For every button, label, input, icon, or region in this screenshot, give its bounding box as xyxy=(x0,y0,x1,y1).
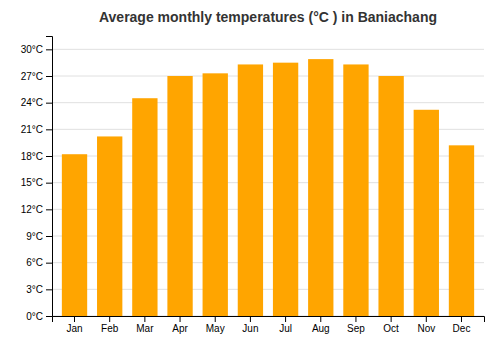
y-tick-mark xyxy=(46,129,52,130)
bar xyxy=(238,64,263,316)
x-tick-mark xyxy=(461,316,462,322)
bar xyxy=(414,110,439,316)
bar xyxy=(343,64,368,316)
grid-line xyxy=(52,76,484,77)
x-tick-mark xyxy=(109,316,110,322)
y-tick: 3°C xyxy=(26,284,52,295)
grid-line xyxy=(52,102,484,103)
x-tick-label: Dec xyxy=(453,323,471,334)
plot: 0°C 3°C 6°C 9°C 12°C 15°C 18°C 21°C 24°C 27°C 30°C… xyxy=(21,37,485,335)
y-tick: 0°C xyxy=(26,311,52,322)
y-tick-label: 24°C xyxy=(21,97,43,108)
x-tick-label: Jan xyxy=(66,323,82,334)
x-tick-mark xyxy=(355,316,356,322)
y-tick-mark xyxy=(46,76,52,77)
bar xyxy=(203,73,228,316)
chart: 0°C 3°C 6°C 9°C 12°C 15°C 18°C 21°C 24°C 27°C 30°C… xyxy=(0,0,500,350)
y-tick-mark xyxy=(46,316,52,317)
bar xyxy=(449,145,474,316)
x-tick-mark xyxy=(180,316,181,322)
x-tick: Apr xyxy=(172,316,188,334)
x-tick-label: Oct xyxy=(383,323,399,334)
x-tick-label: Feb xyxy=(101,323,119,334)
x-axis-line xyxy=(53,317,485,323)
y-tick: 9°C xyxy=(26,231,52,242)
x-tick-mark xyxy=(426,316,427,322)
bar xyxy=(273,63,298,316)
x-tick: Nov xyxy=(417,316,435,334)
x-tick-label: Apr xyxy=(172,323,188,334)
y-tick-mark xyxy=(46,263,52,264)
bar xyxy=(132,98,157,316)
x-tick: Jun xyxy=(242,316,258,334)
bar xyxy=(97,136,122,316)
y-tick-label: 3°C xyxy=(26,284,43,295)
y-tick-mark xyxy=(46,236,52,237)
grid xyxy=(52,49,484,316)
x-tick-mark xyxy=(215,316,216,322)
bar xyxy=(378,76,403,316)
x-tick: Dec xyxy=(453,316,471,334)
bar xyxy=(308,59,333,316)
x-tick-mark xyxy=(144,316,145,322)
x-tick-label: Sep xyxy=(347,323,365,334)
y-tick: 6°C xyxy=(26,257,52,268)
y-tick-label: 30°C xyxy=(21,44,43,55)
y-axis-line xyxy=(46,37,53,317)
x-tick: Aug xyxy=(312,316,330,334)
title: Average monthly temperatures (°C ) in Ba… xyxy=(99,9,437,25)
bar xyxy=(62,154,87,316)
x-axis: Jan Feb Mar Apr May Jun Jul Aug Sep Oct Nov Dec xyxy=(53,316,485,334)
y-tick-label: 27°C xyxy=(21,71,43,82)
x-tick: Jan xyxy=(66,316,82,334)
x-tick-label: Jun xyxy=(242,323,258,334)
y-tick: 18°C xyxy=(21,151,52,162)
x-tick: Mar xyxy=(136,316,154,334)
x-tick: Feb xyxy=(101,316,119,334)
y-tick-label: 0°C xyxy=(26,311,43,322)
y-tick-label: 9°C xyxy=(26,231,43,242)
x-tick: May xyxy=(206,316,225,334)
x-tick-mark xyxy=(285,316,286,322)
y-tick-mark xyxy=(46,289,52,290)
y-tick: 12°C xyxy=(21,204,52,215)
x-tick-label: Nov xyxy=(417,323,435,334)
y-tick-label: 18°C xyxy=(21,151,43,162)
x-tick-label: May xyxy=(206,323,225,334)
y-tick-mark xyxy=(46,209,52,210)
y-tick-label: 12°C xyxy=(21,204,43,215)
y-axis: 0°C 3°C 6°C 9°C 12°C 15°C 18°C 21°C 24°C 27°C 30°C xyxy=(21,37,53,322)
x-tick-mark xyxy=(74,316,75,322)
grid-line xyxy=(52,49,484,50)
y-tick-label: 6°C xyxy=(26,257,43,268)
bars xyxy=(62,59,474,316)
x-tick-label: Mar xyxy=(136,323,154,334)
y-tick: 24°C xyxy=(21,97,52,108)
y-tick-mark xyxy=(46,103,52,104)
y-tick-mark xyxy=(46,156,52,157)
y-tick: 21°C xyxy=(21,124,52,135)
x-tick: Sep xyxy=(347,316,365,334)
x-tick-mark xyxy=(391,316,392,322)
y-tick: 30°C xyxy=(21,44,52,55)
y-tick-mark xyxy=(46,183,52,184)
x-tick-label: Aug xyxy=(312,323,330,334)
y-tick: 27°C xyxy=(21,71,52,82)
y-tick-label: 15°C xyxy=(21,177,43,188)
x-tick-label: Jul xyxy=(279,323,292,334)
x-tick-mark xyxy=(250,316,251,322)
x-tick-mark xyxy=(320,316,321,322)
y-tick-label: 21°C xyxy=(21,124,43,135)
x-tick: Oct xyxy=(383,316,399,334)
bar xyxy=(167,76,192,316)
y-tick: 15°C xyxy=(21,177,52,188)
x-tick: Jul xyxy=(279,316,292,334)
y-tick-mark xyxy=(46,49,52,50)
